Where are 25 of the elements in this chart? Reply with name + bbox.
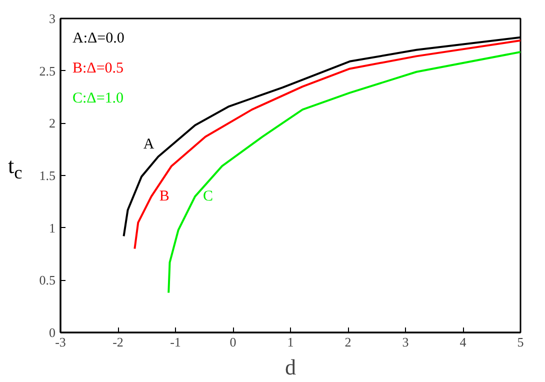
y-axis-title: t$_{c}$ [8,152,22,184]
y-tick-label: 3 [49,11,56,26]
x-tick-label: 5 [517,334,524,350]
annotation: A [143,136,154,153]
y-tick-label: 2 [49,116,56,131]
x-tick-label: 1 [287,334,294,350]
text: A:Δ=0.0 [72,30,124,46]
x-tick-label: -3 [55,334,66,350]
y-tick-label: 0.5 [39,272,56,288]
x-tick-label: -2 [112,334,124,350]
x-tick-label: 2 [344,334,352,350]
x-tick-label: 0 [230,334,236,350]
y-tick-label: 2.5 [39,63,56,78]
text: B:Δ=0.5 [72,60,124,76]
text: C:Δ=1.0 [72,90,124,106]
x-tick-label: -1 [170,334,181,350]
x-axis-title: d [285,354,296,380]
x-tick-label: 4 [460,334,467,350]
y-tick-label: 1 [49,220,56,236]
x-tick-label: 3 [402,334,409,350]
y-tick-label: 0 [49,325,56,340]
line-series [168,50,520,294]
y-tick-label: 1.5 [39,168,56,183]
annotation: C [203,188,214,204]
annotation: B [159,188,170,204]
